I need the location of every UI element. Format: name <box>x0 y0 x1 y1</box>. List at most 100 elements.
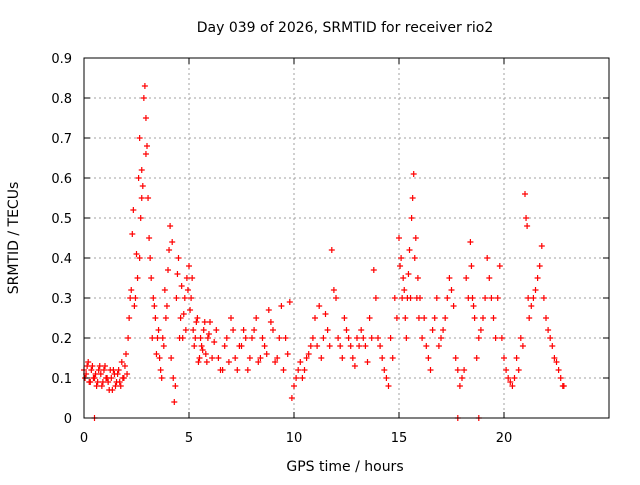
data-point-plus <box>204 335 211 341</box>
data-point-plus <box>403 335 410 341</box>
data-point-plus <box>176 335 183 341</box>
data-point-plus <box>129 231 136 237</box>
data-point-plus <box>196 355 203 361</box>
data-point-plus <box>399 295 406 301</box>
data-point-plus <box>525 295 532 301</box>
data-point-plus <box>147 255 154 261</box>
data-point-plus <box>160 343 167 349</box>
data-point-plus <box>228 315 234 321</box>
data-point-plus <box>498 335 505 341</box>
data-point-plus <box>409 195 416 201</box>
data-point-plus <box>517 335 524 341</box>
data-point-plus <box>205 331 212 337</box>
data-point-plus <box>305 351 312 357</box>
data-point-plus <box>100 367 107 373</box>
data-point-plus <box>547 335 554 341</box>
data-point-plus <box>156 355 163 361</box>
data-point-plus <box>108 375 115 381</box>
data-point-plus <box>412 235 419 241</box>
data-point-plus <box>197 335 204 341</box>
data-point-plus <box>112 383 119 389</box>
data-point-plus <box>154 335 161 341</box>
data-point-plus <box>385 383 392 389</box>
y-tick-label: 0.5 <box>51 212 72 227</box>
data-point-plus <box>128 287 135 293</box>
data-point-plus <box>142 115 149 121</box>
data-point-plus <box>339 355 346 361</box>
data-point-plus <box>347 343 354 349</box>
data-point-plus <box>291 383 297 389</box>
data-point-plus <box>448 287 455 293</box>
data-point-plus <box>215 355 222 361</box>
data-point-plus <box>442 315 449 321</box>
data-point-plus <box>413 295 420 301</box>
data-point-plus <box>126 315 133 321</box>
data-point-plus <box>414 275 421 281</box>
data-point-plus <box>391 295 398 301</box>
data-point-plus <box>168 355 175 361</box>
data-point-plus <box>113 379 120 385</box>
data-point-plus <box>427 367 434 373</box>
data-point-plus <box>488 295 495 301</box>
data-point-plus <box>377 343 384 349</box>
data-point-plus <box>398 255 405 261</box>
data-point-plus <box>188 295 195 301</box>
data-point-plus <box>180 311 187 317</box>
data-point-plus <box>482 295 489 301</box>
data-point-plus <box>335 335 342 341</box>
data-point-plus <box>446 275 453 281</box>
data-point-plus <box>124 371 131 377</box>
data-point-plus <box>211 339 218 345</box>
data-point-plus <box>174 271 181 277</box>
data-point-plus <box>123 351 129 357</box>
data-point-plus <box>186 263 192 269</box>
data-point-plus <box>169 239 176 245</box>
data-point-plus <box>187 307 194 313</box>
data-point-plus <box>199 347 206 353</box>
data-point-plus <box>282 335 289 341</box>
data-point-plus <box>183 275 190 281</box>
data-point-plus <box>276 335 283 341</box>
data-point-plus <box>484 255 491 261</box>
data-point-plus <box>425 355 432 361</box>
data-point-plus <box>480 315 486 321</box>
data-point-plus <box>538 243 545 249</box>
data-point-plus <box>362 343 369 349</box>
data-point-plus <box>324 327 331 333</box>
x-tick-label: 0 <box>80 431 88 446</box>
data-point-plus <box>303 355 310 361</box>
y-tick-labels: 0 0.1 0.2 0.3 0.4 0.5 0.6 0.7 0.8 0.9 <box>51 52 72 427</box>
data-point-plus <box>238 343 245 349</box>
y-axis-title: SRMTID / TECUs <box>6 182 22 295</box>
data-point-plus <box>200 327 207 333</box>
data-point-plus <box>125 335 132 341</box>
data-point-plus <box>470 303 477 309</box>
data-point-plus <box>297 359 304 365</box>
data-point-plus <box>270 327 276 333</box>
data-point-plus <box>312 315 318 321</box>
data-point-plus <box>288 395 295 401</box>
data-point-plus <box>452 355 459 361</box>
data-point-plus <box>121 363 128 369</box>
data-point-plus <box>167 223 174 229</box>
data-point-plus <box>511 375 518 381</box>
data-point-plus <box>501 355 507 361</box>
data-point-plus <box>540 295 547 301</box>
data-point-plus <box>411 255 418 261</box>
data-point-plus <box>267 319 274 325</box>
data-point-plus <box>515 367 522 373</box>
data-point-plus <box>530 295 537 301</box>
data-point-plus <box>151 303 158 309</box>
data-point-plus <box>217 367 224 373</box>
y-tick-label: 0.8 <box>51 92 72 107</box>
data-point-plus <box>194 315 201 321</box>
data-point-plus <box>396 235 402 241</box>
y-tick-label: 0.4 <box>51 252 72 267</box>
data-point-plus <box>175 255 182 261</box>
data-point-plus <box>133 251 140 257</box>
data-point-plus <box>351 363 358 369</box>
data-point-plus <box>203 359 210 365</box>
data-point-plus <box>99 379 106 385</box>
data-point-plus <box>163 303 170 309</box>
